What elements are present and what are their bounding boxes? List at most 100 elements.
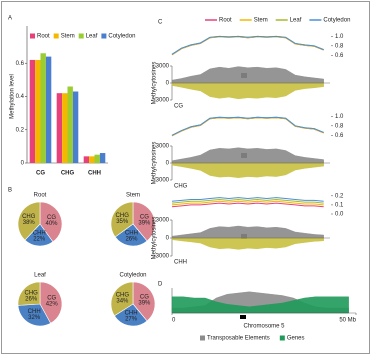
line [171, 202, 324, 208]
bar [99, 153, 106, 163]
y-tick-label: 1.0 [335, 114, 344, 120]
pie-slice [17, 303, 52, 327]
y-tick-label: 1.0 [335, 34, 344, 40]
pie-title: Cotyledon [119, 273, 146, 279]
area [171, 296, 349, 314]
area [171, 225, 324, 239]
y-axis-label: Methylcytosines [152, 142, 158, 185]
slice-percent: 39% [138, 300, 151, 306]
slice-category: CHH [125, 311, 138, 317]
y-tick-label: 0.8 [335, 123, 344, 129]
slice-percent: 34% [116, 299, 129, 305]
legend-label: Root [219, 18, 232, 24]
y-axis-label: Methylation level [10, 74, 16, 119]
legend-label: Cotyledon [108, 34, 135, 40]
slice-percent: 26% [25, 296, 38, 302]
y-tick-label: 3000 [156, 64, 170, 70]
legend-label: Cotyledon [323, 18, 350, 24]
pie-title: Root [34, 193, 47, 199]
slice-percent: 42% [46, 302, 59, 308]
legend-label: Stem [254, 18, 268, 24]
line [171, 198, 324, 204]
slice-percent: 38% [23, 220, 36, 226]
y-tick-label: 3000 [156, 144, 170, 150]
bar [45, 56, 52, 163]
line [171, 200, 324, 206]
x-tick-label: CHG [61, 171, 75, 177]
x-tick-label: CG [36, 171, 45, 177]
pie-slice [39, 281, 63, 324]
bar [56, 93, 63, 163]
line [171, 35, 324, 55]
slice-category: CG [47, 215, 56, 221]
bar [72, 91, 79, 163]
bar [62, 93, 68, 163]
bar [40, 53, 46, 163]
y-tick-label: 0.6 [335, 133, 344, 139]
y-tick-label: 0 [166, 81, 170, 87]
x-tick-label: CHH [88, 171, 101, 177]
line [171, 197, 324, 202]
bar [67, 86, 73, 163]
legend-label: Transposable Elements [207, 336, 270, 342]
line [171, 36, 324, 56]
y-tick-label: 0.2 [16, 127, 25, 133]
slice-category: CG [140, 294, 149, 300]
area [171, 82, 324, 100]
y-tick-label: -3000 [154, 178, 170, 184]
slice-category: CHG [116, 213, 130, 219]
legend-label: Leaf [86, 34, 98, 40]
pie-slice [132, 281, 156, 322]
y-tick-label: 0.2 [335, 193, 344, 199]
line [171, 36, 324, 56]
pie-title: Stem [126, 193, 140, 199]
slice-percent: 26% [125, 237, 138, 243]
x-axis-label: Chromosome 5 [243, 324, 285, 330]
y-tick-label: -3000 [154, 98, 170, 104]
legend-label: Genes [287, 336, 305, 342]
legend-swatch [200, 335, 205, 341]
pie-slice [114, 223, 148, 247]
context-label: CG [174, 104, 183, 110]
centromere [240, 315, 246, 319]
bar [94, 154, 100, 163]
y-tick-label: 0.6 [16, 61, 25, 67]
panel-label: B [8, 188, 12, 194]
slice-category: CHG [25, 290, 39, 296]
y-tick-label: 0.0 [335, 212, 344, 218]
area [171, 147, 324, 164]
context-label: CHG [174, 184, 188, 190]
slice-category: CHH [125, 231, 138, 237]
pie-slice [17, 201, 41, 241]
y-tick-label: 0 [166, 236, 170, 242]
bar [89, 156, 95, 163]
pie-slice [132, 201, 156, 242]
y-tick-label: 0.8 [335, 43, 344, 49]
pie-slice [17, 281, 41, 306]
y-tick-label: 0.1 [335, 202, 344, 208]
y-axis-label: Methylcytosines [152, 62, 158, 105]
slice-category: CHH [33, 231, 46, 237]
y-tick-label: 0 [21, 161, 25, 167]
bar [29, 59, 36, 163]
slice-category: CG [140, 214, 149, 220]
slice-percent: 39% [138, 220, 151, 226]
y-tick-label: 0 [166, 161, 170, 167]
legend-swatch [30, 33, 35, 39]
slice-category: CHG [22, 214, 36, 220]
y-tick-label: 0.6 [335, 53, 344, 59]
pie-slice [110, 201, 134, 238]
panel-label: D [158, 282, 163, 288]
y-axis-label: Methylcytosines [152, 217, 158, 260]
legend-label: Stem [61, 34, 75, 40]
slice-category: CHG [116, 293, 130, 299]
legend-swatch [101, 33, 107, 39]
slice-category: CHH [28, 309, 41, 315]
line [171, 35, 324, 55]
x-tick-label: 50 Mb [339, 318, 356, 324]
legend-swatch [279, 335, 285, 341]
y-tick-label: -3000 [154, 254, 170, 260]
slice-percent: 22% [33, 237, 46, 243]
